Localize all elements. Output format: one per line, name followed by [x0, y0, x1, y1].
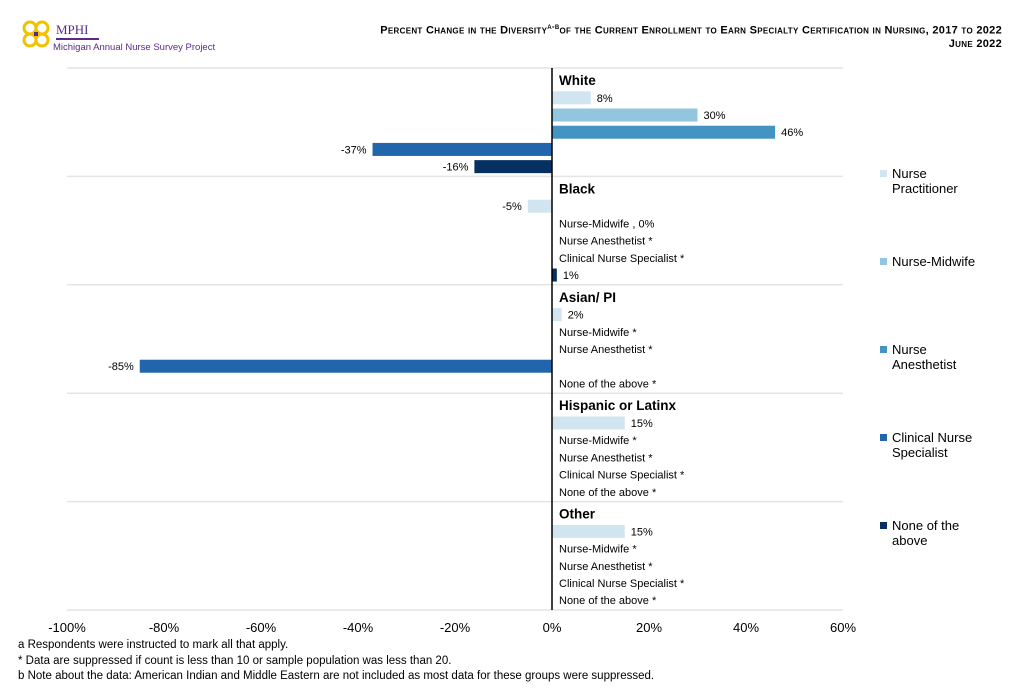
suppressed-label: Nurse-Midwife * — [559, 327, 637, 339]
legend-item: None of the above — [880, 518, 977, 548]
title-part2: of the Current Enrollment to Earn Specia… — [559, 24, 1002, 37]
legend-label: Nurse Anesthetist — [892, 342, 957, 372]
bar-none-of-the-above — [552, 268, 557, 282]
bar-nurse-practitioner — [527, 199, 552, 213]
suppressed-label: Nurse Anesthetist * — [559, 561, 653, 573]
legend-label: Nurse Practitioner — [892, 166, 958, 196]
logo-name: MPHI — [56, 22, 99, 40]
legend-label: Clinical Nurse Specialist — [892, 430, 973, 460]
legend-label: None of the above — [892, 518, 960, 548]
chart-title: Percent Change in the Diversitya-bof the… — [380, 20, 1002, 51]
suppressed-label: Nurse-Midwife * — [559, 544, 637, 556]
group-label: Other — [559, 507, 596, 522]
title-superscript: a-b — [547, 22, 560, 31]
group-label: Black — [559, 181, 596, 196]
data-label: 30% — [704, 110, 726, 122]
data-label: 1% — [563, 270, 579, 282]
data-label: -85% — [108, 361, 134, 373]
group-label: Asian/ PI — [559, 290, 616, 305]
bar-nurse-practitioner — [552, 91, 591, 105]
logo-subtitle: Michigan Annual Nurse Survey Project — [53, 42, 216, 53]
x-tick-label: -100% — [48, 620, 86, 635]
suppressed-label: None of the above * — [559, 378, 657, 390]
legend-swatch — [880, 346, 887, 353]
footnote-asterisk: * Data are suppressed if count is less t… — [18, 654, 452, 667]
suppressed-label: Nurse-Midwife * — [559, 435, 637, 447]
bar-nurse-practitioner — [552, 308, 562, 322]
legend-label: Nurse-Midwife — [892, 254, 976, 269]
legend-swatch — [880, 258, 887, 265]
suppressed-label: Nurse Anesthetist * — [559, 452, 653, 464]
mphi-logo: MPHI Michigan Annual Nurse Survey Projec… — [20, 18, 230, 58]
bar-nurse-practitioner — [552, 524, 625, 538]
footnote-a: a Respondents were instructed to mark al… — [18, 639, 289, 651]
bar-nurse-midwife — [552, 108, 698, 122]
suppressed-label: Nurse Anesthetist * — [559, 236, 653, 248]
legend-item: Nurse Anesthetist — [880, 342, 977, 372]
x-tick-label: 60% — [830, 620, 856, 635]
data-label: -5% — [502, 201, 522, 213]
legend-item: Clinical Nurse Specialist — [880, 430, 977, 460]
data-label: 15% — [631, 418, 653, 430]
x-tick-label: 0% — [543, 620, 562, 635]
data-label: 15% — [631, 526, 653, 538]
legend-swatch — [880, 434, 887, 441]
legend-item: Nurse-Midwife — [880, 254, 977, 269]
bar-clinical-nurse-specialist — [372, 142, 552, 156]
footnotes: a Respondents were instructed to mark al… — [18, 638, 654, 685]
suppressed-label: Clinical Nurse Specialist * — [559, 253, 685, 265]
data-label: -37% — [341, 144, 367, 156]
mphi-logo-icon — [22, 20, 50, 48]
data-label: -16% — [443, 162, 469, 174]
data-label: Nurse-Midwife , 0% — [559, 218, 655, 230]
footnote-b: b Note about the data: American Indian a… — [18, 670, 655, 682]
title-date: June 2022 — [948, 37, 1002, 50]
x-tick-label: 20% — [636, 620, 662, 635]
group-label: Hispanic or Latinx — [559, 398, 677, 413]
x-tick-label: -80% — [149, 620, 180, 635]
x-tick-label: -20% — [440, 620, 471, 635]
x-tick-label: 40% — [733, 620, 759, 635]
x-tick-label: -60% — [246, 620, 277, 635]
suppressed-label: None of the above * — [559, 487, 657, 499]
bar-none-of-the-above — [474, 160, 552, 174]
suppressed-label: Clinical Nurse Specialist * — [559, 578, 685, 590]
data-label: 2% — [568, 310, 584, 322]
data-label: 46% — [781, 127, 803, 139]
legend-swatch — [880, 522, 887, 529]
legend-item: Nurse Practitioner — [880, 166, 977, 196]
legend-swatch — [880, 170, 887, 177]
suppressed-label: Nurse Anesthetist * — [559, 344, 653, 356]
bar-nurse-anesthetist — [552, 125, 776, 139]
title-part1: Percent Change in the Diversity — [380, 24, 548, 37]
x-tick-label: -40% — [343, 620, 374, 635]
bar-nurse-practitioner — [552, 416, 625, 430]
suppressed-label: None of the above * — [559, 595, 657, 607]
data-label: 8% — [597, 93, 613, 105]
bar-clinical-nurse-specialist — [139, 359, 552, 373]
suppressed-label: Clinical Nurse Specialist * — [559, 470, 685, 482]
group-label: White — [559, 73, 596, 88]
